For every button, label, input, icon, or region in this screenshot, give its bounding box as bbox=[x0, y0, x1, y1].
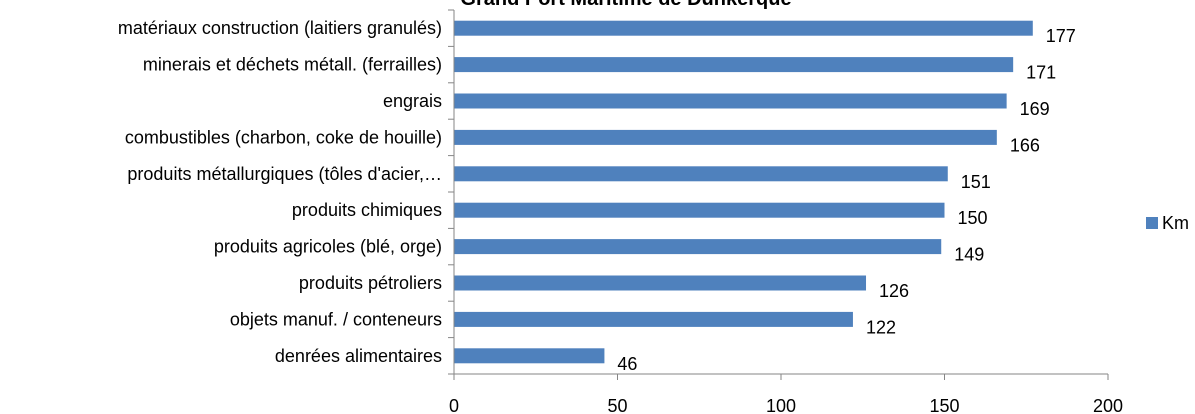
bar bbox=[454, 20, 1033, 36]
bar bbox=[454, 129, 997, 145]
category-label: denrées alimentaires bbox=[275, 346, 442, 366]
bars-group: 177 171 169 166 151 150 149 126 122 46 bbox=[454, 20, 1076, 374]
category-label: combustibles (charbon, coke de houille) bbox=[125, 127, 442, 147]
bar bbox=[454, 275, 867, 291]
category-label: produits pétroliers bbox=[299, 273, 442, 293]
category-label: objets manuf. / conteneurs bbox=[230, 309, 442, 329]
legend-label-km: Km bbox=[1162, 213, 1189, 233]
data-label: 46 bbox=[617, 354, 637, 374]
data-label: 149 bbox=[954, 245, 984, 265]
bar bbox=[454, 311, 853, 327]
data-label: 171 bbox=[1026, 63, 1056, 83]
category-label: engrais bbox=[383, 91, 442, 111]
category-label: minerais et déchets métall. (ferrailles) bbox=[143, 55, 442, 75]
legend-swatch-km bbox=[1146, 217, 1158, 229]
x-tick-label: 200 bbox=[1093, 396, 1123, 414]
data-label: 122 bbox=[866, 317, 896, 337]
x-tick-label: 0 bbox=[449, 396, 459, 414]
category-label: produits agricoles (blé, orge) bbox=[214, 237, 442, 257]
data-label: 151 bbox=[961, 172, 991, 192]
bar bbox=[454, 239, 942, 255]
axes-group: matériaux construction (laitiers granulé… bbox=[118, 9, 1123, 414]
x-tick-label: 100 bbox=[766, 396, 796, 414]
chart-title: Grand Port Maritime de Dunkerque bbox=[460, 0, 791, 10]
bar bbox=[454, 57, 1014, 73]
bar bbox=[454, 348, 605, 364]
category-label: matériaux construction (laitiers granulé… bbox=[118, 18, 442, 38]
bar bbox=[454, 166, 948, 182]
bar bbox=[454, 202, 945, 218]
data-label: 150 bbox=[958, 208, 988, 228]
data-label: 126 bbox=[879, 281, 909, 301]
x-tick-label: 50 bbox=[607, 396, 627, 414]
data-label: 166 bbox=[1010, 135, 1040, 155]
bar bbox=[454, 93, 1007, 109]
legend: Km bbox=[1146, 213, 1189, 233]
category-label: produits métallurgiques (tôles d'acier,… bbox=[127, 164, 442, 184]
x-tick-label: 150 bbox=[929, 396, 959, 414]
data-label: 169 bbox=[1020, 99, 1050, 119]
data-label: 177 bbox=[1046, 26, 1076, 46]
category-label: produits chimiques bbox=[292, 200, 442, 220]
